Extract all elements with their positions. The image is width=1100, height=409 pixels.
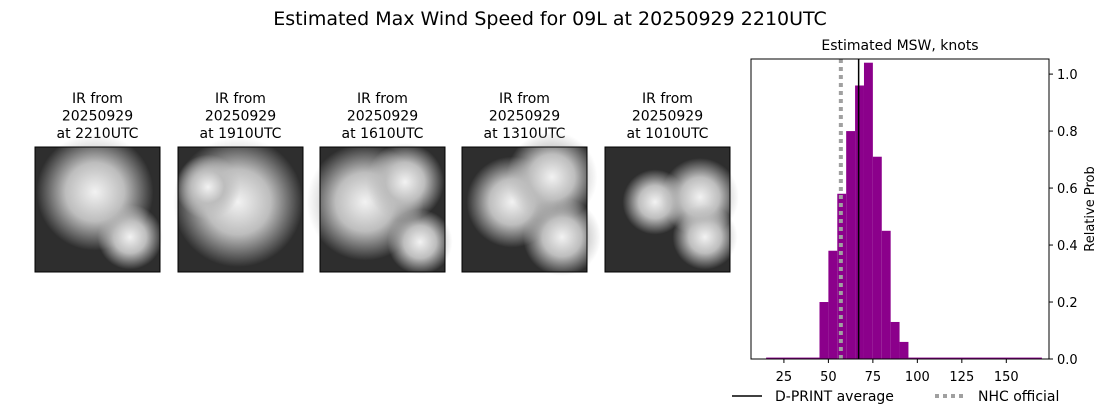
panel-label: IR from [499, 91, 550, 107]
x-tick-label: 125 [949, 370, 974, 385]
chart-title: Estimated MSW, knots [821, 38, 978, 54]
x-tick-label: 100 [905, 370, 930, 385]
histogram-bar [846, 131, 856, 359]
panel-label: 20250929 [632, 109, 703, 125]
y-tick-label: 1.0 [1057, 68, 1078, 83]
histogram-bar [855, 85, 864, 359]
histogram-bar [828, 250, 838, 359]
y-tick-label: 0.6 [1057, 182, 1078, 197]
panel-label: 20250929 [62, 109, 133, 125]
y-tick-label: 0.8 [1057, 125, 1078, 140]
figure-title: Estimated Max Wind Speed for 09L at 2025… [273, 8, 827, 30]
ir-cloud [506, 131, 598, 223]
ir-frame [461, 146, 588, 273]
panel-label: at 1010UTC [627, 126, 709, 142]
histogram-bar [899, 341, 909, 359]
ir-cloud [97, 204, 163, 270]
x-tick-label: 25 [776, 370, 793, 385]
y-tick-label: 0.0 [1057, 353, 1078, 368]
ir-frame [177, 146, 304, 273]
y-tick-label: 0.4 [1057, 239, 1078, 254]
y-tick-label: 0.2 [1057, 296, 1078, 311]
ir-cloud [366, 143, 444, 221]
panel-label: at 1610UTC [342, 126, 424, 142]
x-tick-label: 50 [820, 370, 837, 385]
histogram-bar [908, 357, 1042, 359]
panel-label: IR from [215, 91, 266, 107]
histogram-bar [863, 62, 873, 359]
panel-label: 20250929 [489, 109, 560, 125]
ir-cloud [523, 198, 601, 276]
panel-label: IR from [72, 91, 123, 107]
x-tick-label: 75 [865, 370, 882, 385]
histogram-bar [890, 321, 900, 359]
panel-label: 20250929 [205, 109, 276, 125]
histogram-bar [766, 357, 820, 359]
x-tick-label: 150 [994, 370, 1019, 385]
histogram-bar [872, 156, 882, 359]
histogram-bar [819, 302, 829, 359]
panel-label: IR from [357, 91, 408, 107]
ir-frame [319, 146, 446, 273]
ir-cloud [387, 209, 453, 275]
panel-label: 20250929 [347, 109, 418, 125]
panel-label: at 1910UTC [200, 126, 282, 142]
panel-label: IR from [642, 91, 693, 107]
histogram-bar [881, 230, 891, 359]
legend-label: NHC official [978, 389, 1059, 405]
y-axis-label: Relative Prob [1083, 166, 1098, 251]
ir-frame [604, 146, 731, 273]
ir-frame [34, 146, 161, 273]
ir-cloud [175, 154, 241, 220]
legend-label: D-PRINT average [775, 389, 894, 405]
ir-cloud [672, 204, 738, 270]
plot-frame [750, 58, 1050, 360]
